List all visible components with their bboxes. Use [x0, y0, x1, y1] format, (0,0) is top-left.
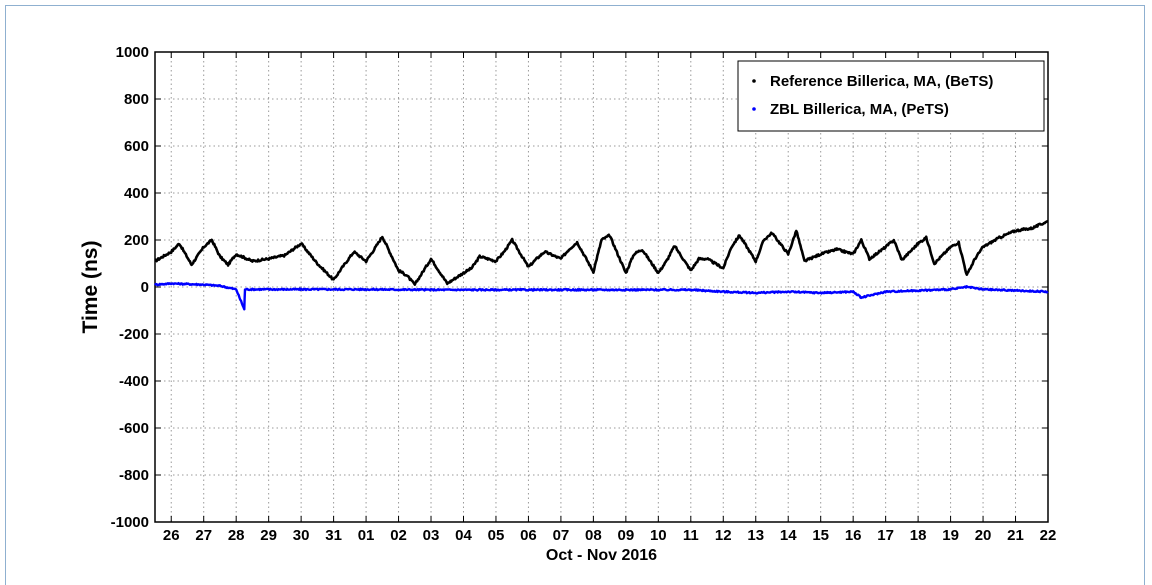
x-tick-label: 29: [260, 527, 277, 544]
x-axis-label: Oct - Nov 2016: [546, 547, 657, 564]
x-tick-label: 10: [650, 527, 667, 544]
x-tick-label: 04: [455, 527, 472, 544]
x-tick-label: 21: [1007, 527, 1024, 544]
series-line-reference: [154, 219, 1049, 286]
y-tick-label: -1000: [111, 514, 149, 531]
x-tick-label: 02: [390, 527, 407, 544]
y-tick-label: 1000: [116, 44, 149, 61]
x-tick-label: 28: [228, 527, 245, 544]
y-axis-ticks: 1000 800 600 400 200 0 -200 -400 -600 -800 -1000: [111, 44, 1048, 531]
legend-box: [737, 60, 1045, 132]
x-tick-label: 19: [942, 527, 959, 544]
series-layer: [154, 219, 1049, 311]
series-line-zbl: [154, 281, 1049, 311]
x-tick-label: 16: [845, 527, 862, 544]
y-tick-label: 0: [141, 279, 149, 296]
x-tick-label: 03: [423, 527, 440, 544]
x-tick-label: 09: [618, 527, 635, 544]
x-tick-label: 01: [358, 527, 375, 544]
y-tick-label: 800: [124, 91, 149, 108]
y-tick-label: -200: [119, 326, 149, 343]
legend-marker-zbl: [752, 107, 756, 111]
x-tick-label: 20: [975, 527, 992, 544]
x-tick-label: 06: [520, 527, 537, 544]
x-tick-label: 15: [812, 527, 829, 544]
x-tick-label: 13: [747, 527, 764, 544]
y-tick-label: 200: [124, 232, 149, 249]
y-tick-label: 600: [124, 138, 149, 155]
legend: Reference Billerica, MA, (BeTS) ZBL Bill…: [737, 60, 1045, 132]
x-tick-label: 05: [488, 527, 505, 544]
x-tick-label: 07: [553, 527, 570, 544]
legend-marker-reference: [752, 79, 756, 83]
figure-frame: [5, 5, 1145, 585]
x-tick-label: 30: [293, 527, 310, 544]
x-tick-label: 22: [1040, 527, 1057, 544]
x-tick-label: 14: [780, 527, 797, 544]
y-tick-label: -600: [119, 420, 149, 437]
legend-label-reference: Reference Billerica, MA, (BeTS): [770, 73, 993, 90]
y-tick-label: -400: [119, 373, 149, 390]
x-axis-ticks: 26 27 28 29 30 31 01 02 03 04 05 06 07 08 09 10 11 12 13 14…: [163, 52, 1056, 544]
y-tick-label: -800: [119, 467, 149, 484]
y-axis-label: Time (ns): [79, 241, 102, 334]
x-tick-label: 26: [163, 527, 180, 544]
x-tick-label: 12: [715, 527, 732, 544]
y-tick-label: 400: [124, 185, 149, 202]
x-tick-label: 31: [325, 527, 342, 544]
x-tick-label: 18: [910, 527, 927, 544]
x-tick-label: 27: [195, 527, 212, 544]
grid: [155, 52, 1048, 522]
x-tick-label: 08: [585, 527, 602, 544]
x-tick-label: 11: [683, 527, 699, 544]
x-tick-label: 17: [877, 527, 894, 544]
legend-label-zbl: ZBL Billerica, MA, (PeTS): [770, 101, 949, 118]
